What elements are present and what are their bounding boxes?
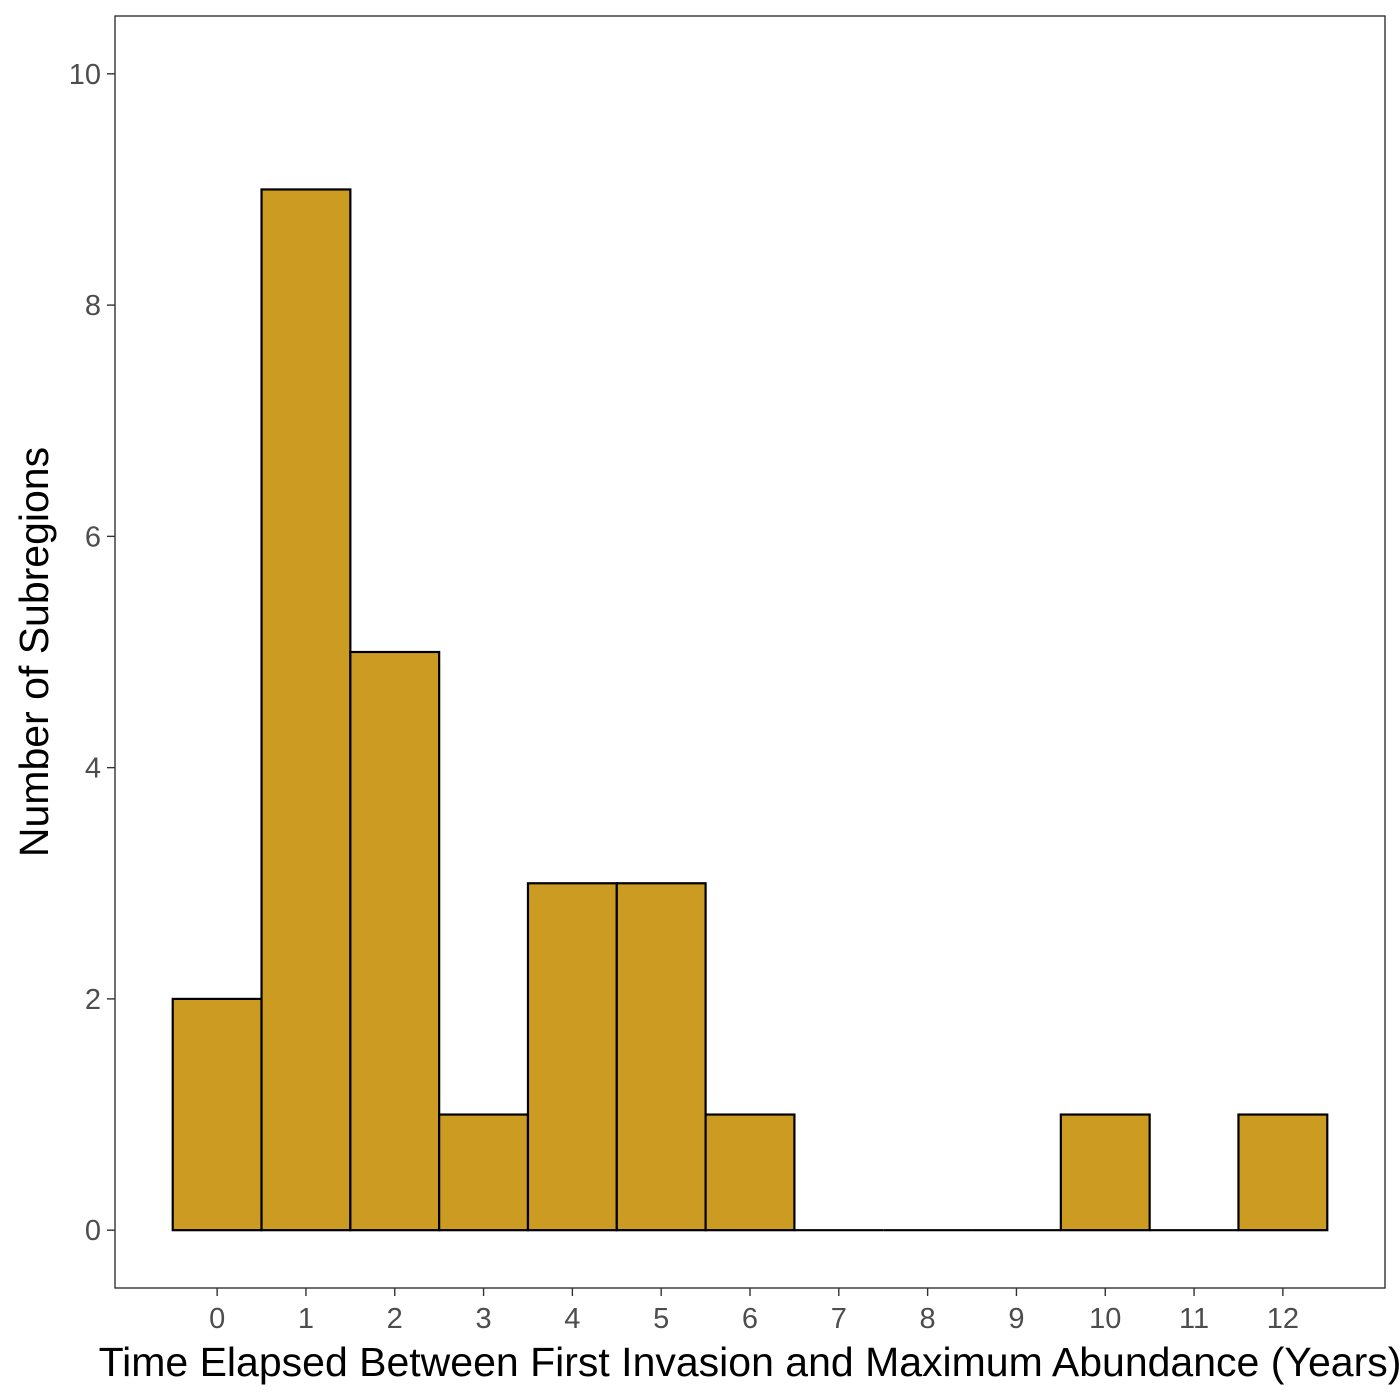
y-tick-label: 6 — [85, 521, 101, 553]
histogram-bar-3 — [438, 1113, 530, 1232]
x-tick-label: 6 — [742, 1303, 758, 1335]
x-tick-label: 10 — [1089, 1303, 1121, 1335]
x-tick-label: 9 — [1008, 1303, 1024, 1335]
histogram-bar-1 — [260, 188, 352, 1232]
x-tick-label: 3 — [475, 1303, 491, 1335]
x-tick-label: 7 — [831, 1303, 847, 1335]
x-tick-label: 11 — [1179, 1303, 1209, 1335]
histogram-bar-10 — [1059, 1113, 1151, 1232]
y-tick-label: 8 — [85, 290, 101, 322]
x-tick-label: 2 — [387, 1303, 403, 1335]
y-axis-ticks: 0 2 4 6 8 10 — [69, 59, 115, 1247]
histogram-bar-2 — [349, 650, 441, 1232]
x-axis-ticks: 0 1 2 3 4 5 6 7 8 9 10 11 12 — [209, 1288, 1299, 1335]
x-tick-label: 4 — [564, 1303, 580, 1335]
x-tick-label: 5 — [653, 1303, 669, 1335]
x-axis-title: Time Elapsed Between First Invasion and … — [99, 1339, 1400, 1385]
x-tick-label: 1 — [298, 1303, 314, 1335]
y-tick-label: 2 — [85, 984, 101, 1016]
x-tick-label: 8 — [920, 1303, 936, 1335]
y-tick-label: 10 — [69, 59, 101, 91]
y-axis-title: Number of Subregions — [11, 447, 57, 857]
y-tick-label: 0 — [85, 1215, 101, 1247]
histogram-bar-0 — [171, 997, 263, 1232]
histogram-bar-4 — [526, 882, 618, 1232]
histogram-bar-5 — [615, 882, 707, 1232]
x-tick-label: 12 — [1267, 1303, 1299, 1335]
histogram-bar-12 — [1237, 1113, 1329, 1232]
x-tick-label: 0 — [209, 1303, 225, 1335]
histogram-bar-6 — [704, 1113, 796, 1232]
bars-layer — [171, 188, 1329, 1232]
y-tick-label: 4 — [85, 753, 101, 785]
